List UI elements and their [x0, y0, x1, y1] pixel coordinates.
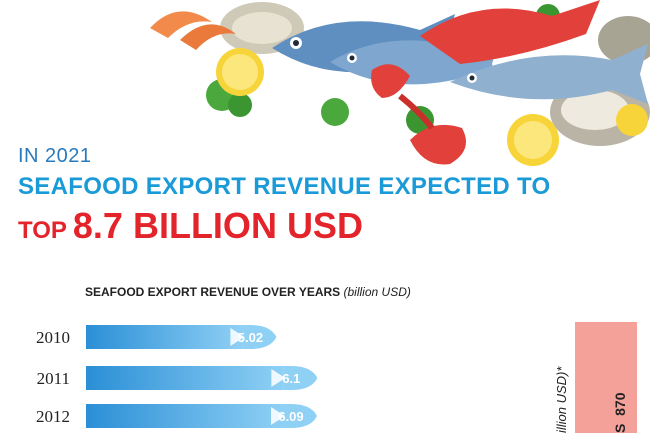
oyster-inner-shape	[232, 12, 292, 44]
bar-value-label: 6.1	[282, 371, 300, 386]
lobster-claw-shape	[410, 124, 466, 165]
category-label: 2010	[36, 328, 70, 347]
headline-year: IN 2021	[18, 145, 92, 167]
shrimp-shape	[150, 11, 212, 38]
bar-value-label: 6.09	[278, 409, 303, 424]
chart-title-unit: (billion USD)	[343, 285, 411, 299]
side-unit-label: illion USD)*	[554, 366, 569, 433]
headline-value-amount: 8.7 BILLION USD	[72, 205, 363, 246]
side-value-label: S 870	[612, 393, 628, 433]
headline-value: TOP 8.7 BILLION USD	[18, 205, 363, 247]
revenue-bar-chart: 2010 5.02 2011 6.1 2012 6.09	[36, 325, 318, 428]
side-value-number: 870	[612, 392, 628, 416]
bar-fish-tail	[230, 328, 245, 346]
parsley-shape	[406, 106, 434, 134]
lemon-shape	[616, 104, 648, 136]
chart-title: SEAFOOD EXPORT REVENUE OVER YEARS (billi…	[85, 285, 411, 299]
side-bar-2021	[575, 322, 637, 433]
oyster-inner-shape	[561, 90, 629, 130]
bar-fish-head	[283, 404, 317, 428]
bar-value-label: 5.02	[238, 330, 263, 345]
parsley-shape	[321, 98, 349, 126]
lobster-shape	[420, 0, 600, 64]
lemon-inner-shape	[222, 54, 258, 90]
bar-fish-head	[242, 325, 277, 349]
shrimp-shape	[180, 24, 236, 50]
headline-subject: SEAFOOD EXPORT REVENUE EXPECTED TO	[18, 173, 551, 200]
bar	[86, 366, 284, 390]
bar	[86, 404, 283, 428]
bar-fish-head	[283, 366, 318, 390]
seafood-illustration	[150, 0, 650, 166]
chart-title-main: SEAFOOD EXPORT REVENUE OVER YEARS	[85, 285, 341, 299]
headline-value-prefix: TOP	[18, 217, 67, 244]
bar-fish-tail	[271, 369, 286, 387]
parsley-shape	[228, 93, 252, 117]
bar-fish-tail	[271, 407, 285, 425]
lemon-inner-shape	[514, 121, 552, 159]
side-value-letter: S	[612, 423, 628, 433]
bar	[86, 325, 243, 349]
category-label: 2012	[36, 407, 70, 426]
category-label: 2011	[37, 369, 70, 388]
lobster-claw-shape	[371, 64, 410, 98]
fish-shape	[450, 44, 648, 104]
